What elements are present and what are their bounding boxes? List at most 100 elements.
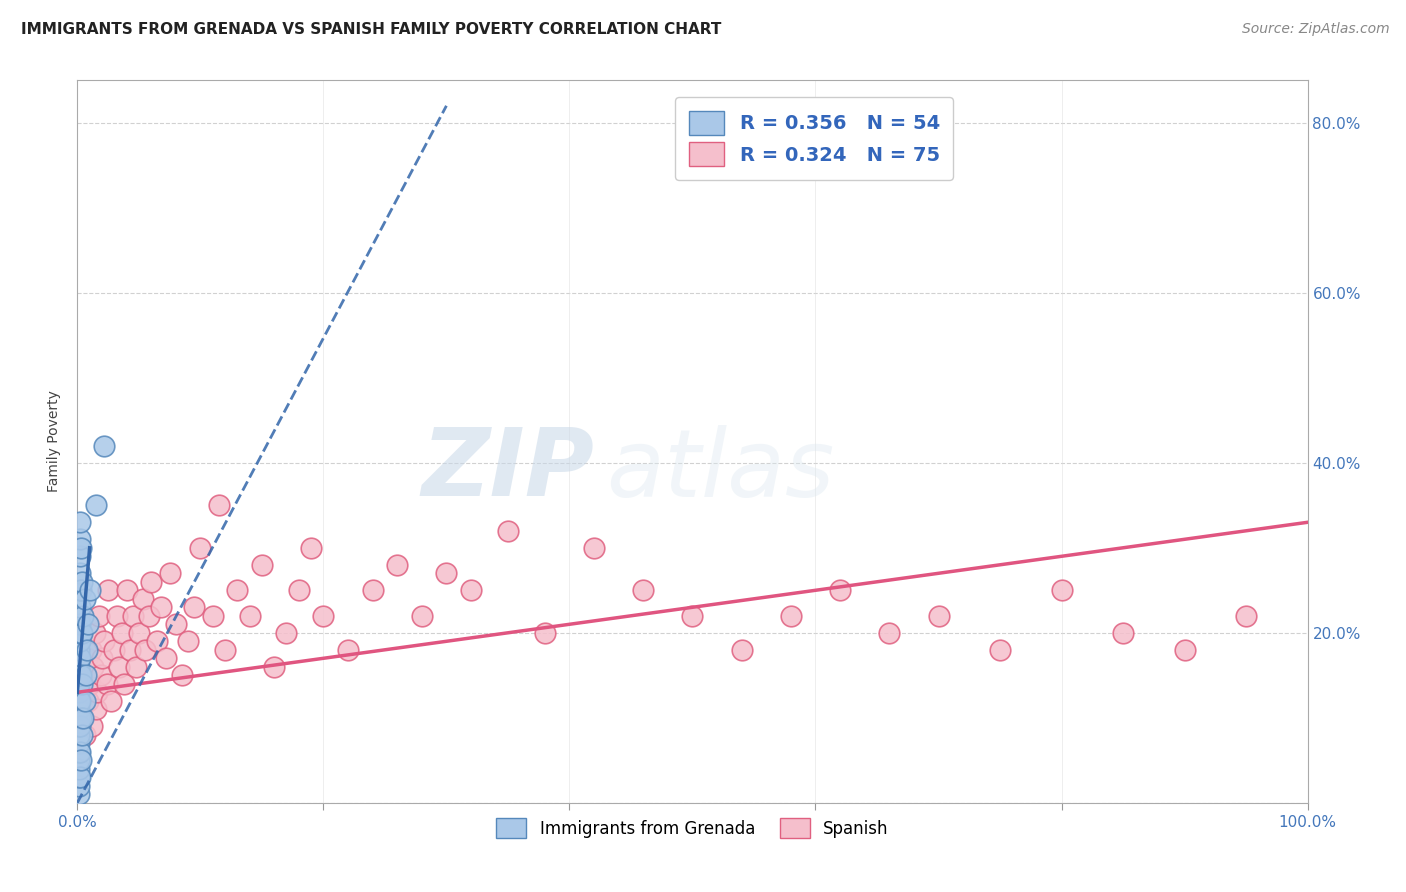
Point [70, 728, 93, 742]
Point [70, 677, 93, 691]
Point [108, 660, 131, 674]
Point [90, 651, 114, 665]
Point [90, 668, 112, 682]
Point [67, 719, 90, 733]
Point [312, 608, 335, 623]
Point [73, 694, 96, 708]
Point [879, 625, 901, 640]
Point [67, 677, 90, 691]
Point [67, 711, 90, 725]
Point [183, 600, 205, 615]
Point [125, 660, 148, 674]
Point [69, 651, 91, 665]
Point [115, 583, 138, 598]
Point [141, 574, 163, 589]
Point [111, 625, 132, 640]
Point [70, 541, 93, 555]
Point [69, 719, 91, 733]
Point [239, 608, 262, 623]
Point [361, 583, 384, 598]
Point [89, 608, 111, 623]
Point [70, 711, 93, 725]
Point [177, 634, 200, 648]
Point [70, 583, 93, 598]
Point [86, 685, 108, 699]
Point [69, 583, 91, 598]
Point [385, 558, 409, 572]
Point [159, 566, 181, 581]
Point [250, 558, 273, 572]
Point [170, 668, 193, 682]
Point [72, 608, 94, 623]
Point [188, 541, 212, 555]
Point [69, 694, 91, 708]
Point [82, 660, 104, 674]
Point [70, 753, 93, 767]
Point [72, 685, 94, 699]
Point [928, 608, 950, 623]
Point [100, 694, 122, 708]
Point [263, 660, 285, 674]
Point [988, 642, 1011, 657]
Point [75, 668, 97, 682]
Point [128, 625, 150, 640]
Point [682, 608, 704, 623]
Point [201, 608, 224, 623]
Point [583, 541, 606, 555]
Text: Source: ZipAtlas.com: Source: ZipAtlas.com [1241, 22, 1389, 37]
Point [780, 608, 803, 623]
Point [337, 642, 360, 657]
Point [165, 617, 187, 632]
Point [79, 677, 101, 691]
Point [69, 668, 91, 682]
Point [436, 566, 458, 581]
Point [73, 728, 96, 742]
Point [67, 694, 90, 708]
Point [460, 583, 482, 598]
Point [69, 516, 91, 530]
Point [214, 642, 236, 657]
Point [67, 660, 90, 674]
Point [97, 583, 120, 598]
Point [70, 625, 93, 640]
Y-axis label: Family Poverty: Family Poverty [48, 391, 62, 492]
Point [1112, 625, 1135, 640]
Text: ZIP: ZIP [422, 425, 595, 516]
Point [67, 702, 90, 716]
Point [77, 617, 100, 632]
Point [1174, 642, 1197, 657]
Point [288, 583, 311, 598]
Point [276, 625, 298, 640]
Point [155, 651, 177, 665]
Point [70, 625, 93, 640]
Point [731, 642, 754, 657]
Point [633, 583, 655, 598]
Point [69, 617, 91, 632]
Legend: Immigrants from Grenada, Spanish: Immigrants from Grenada, Spanish [489, 812, 896, 845]
Point [79, 583, 101, 598]
Point [67, 779, 90, 793]
Point [82, 719, 104, 733]
Point [69, 533, 91, 547]
Point [496, 524, 519, 538]
Point [69, 770, 91, 784]
Point [93, 439, 115, 453]
Point [67, 753, 90, 767]
Point [103, 642, 125, 657]
Point [83, 625, 105, 640]
Point [70, 668, 93, 682]
Point [67, 685, 90, 699]
Point [69, 745, 91, 759]
Point [67, 668, 90, 682]
Point [138, 608, 160, 623]
Point [93, 634, 115, 648]
Text: atlas: atlas [606, 425, 835, 516]
Point [69, 549, 91, 564]
Point [73, 591, 96, 606]
Point [67, 625, 90, 640]
Point [830, 583, 852, 598]
Point [67, 770, 90, 784]
Point [121, 608, 143, 623]
Point [84, 702, 107, 716]
Point [76, 642, 98, 657]
